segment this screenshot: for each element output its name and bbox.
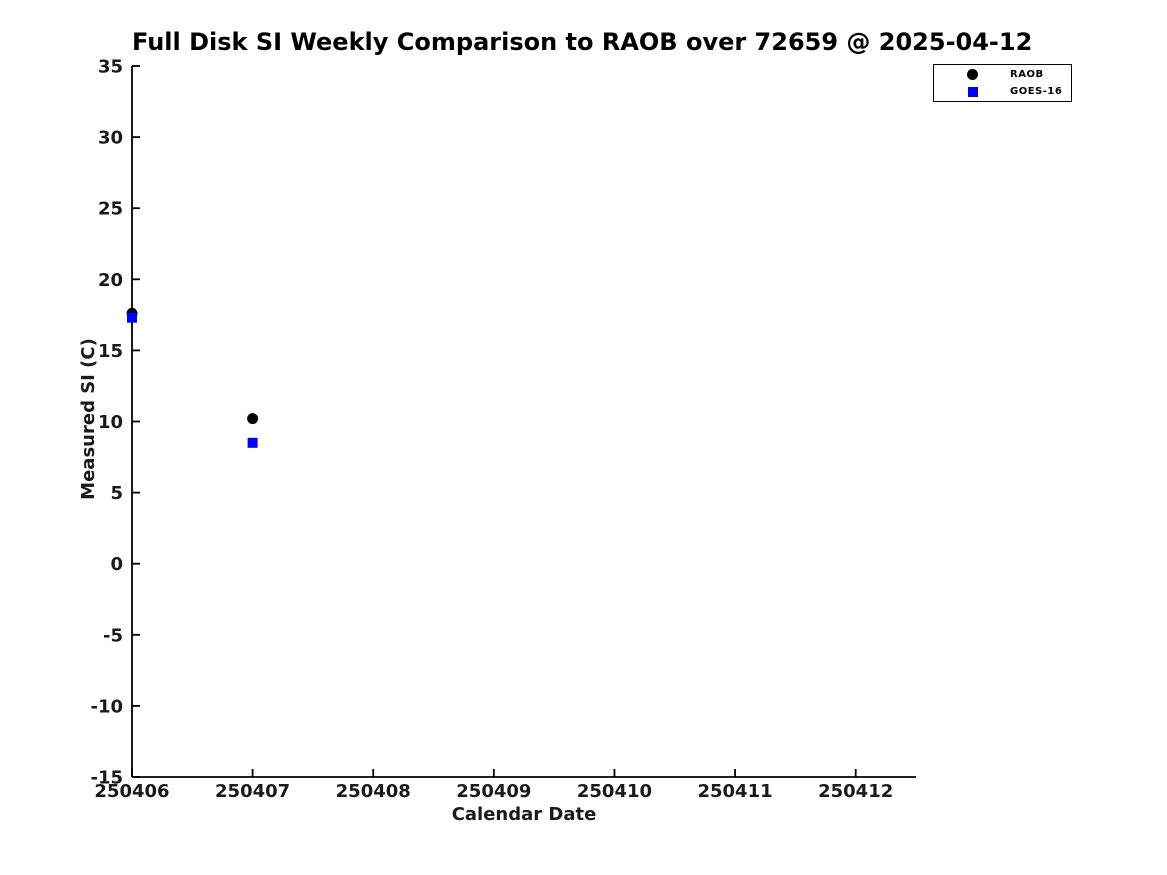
data-point-goes-16 <box>127 312 137 323</box>
x-axis-label: Calendar Date <box>451 804 597 825</box>
x-tick-label: 250412 <box>818 781 893 802</box>
y-tick-label: -15 <box>90 768 123 789</box>
legend-label-goes16: GOES-16 <box>1010 86 1063 97</box>
legend-marker-cell <box>967 86 978 97</box>
x-tick-label: 250406 <box>94 781 169 802</box>
legend-label-raob: RAOB <box>1010 69 1044 80</box>
x-tick-label: 250409 <box>456 781 531 802</box>
legend-marker-cell <box>967 69 978 80</box>
y-tick-label: 35 <box>98 57 123 78</box>
legend-item-raob: RAOB <box>934 66 1071 83</box>
x-tick-label: 250407 <box>215 781 290 802</box>
legend: RAOB GOES-16 <box>933 64 1072 102</box>
y-tick-label: -10 <box>90 696 123 717</box>
y-tick-label: 20 <box>98 270 123 291</box>
y-tick-label: 10 <box>98 412 123 433</box>
goes16-square-icon <box>967 86 978 97</box>
chart-title: Full Disk SI Weekly Comparison to RAOB o… <box>132 28 1033 56</box>
y-tick-label: 5 <box>110 483 123 504</box>
y-tick-label: 25 <box>98 199 123 220</box>
y-tick-label: 15 <box>98 341 123 362</box>
data-point-raob <box>247 413 259 425</box>
x-tick-label: 250410 <box>577 781 652 802</box>
y-tick-label: 0 <box>110 554 123 575</box>
raob-circle-icon <box>967 69 978 80</box>
legend-item-goes16: GOES-16 <box>934 83 1071 100</box>
y-tick-label: -5 <box>103 625 123 646</box>
data-point-goes-16 <box>247 437 258 448</box>
x-tick-label: 250411 <box>697 781 772 802</box>
y-axis-label: Measured SI (C) <box>78 338 99 500</box>
y-tick-label: 30 <box>98 128 123 149</box>
x-tick-label: 250408 <box>336 781 411 802</box>
